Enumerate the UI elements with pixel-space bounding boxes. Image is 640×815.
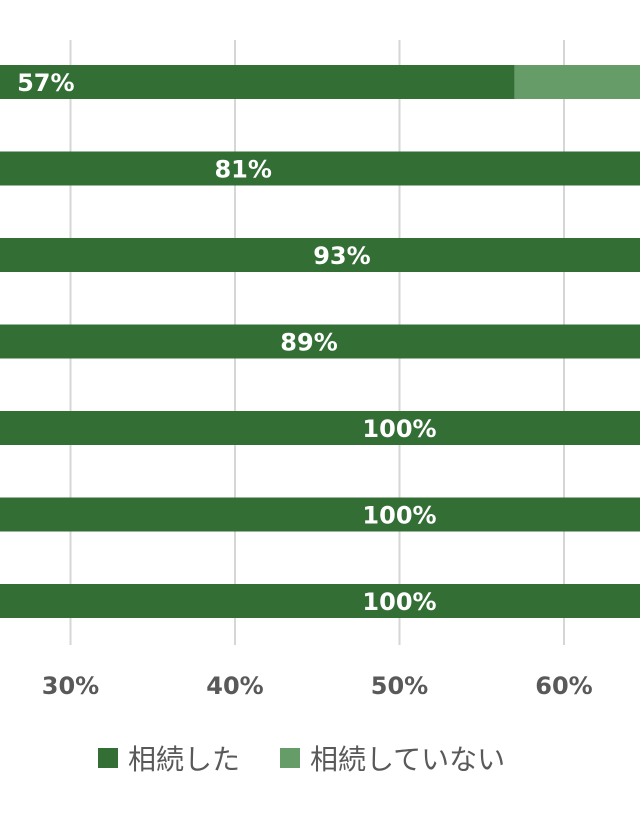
legend-swatch-not-inherited (280, 748, 301, 768)
legend: 相続した 相続していない (0, 738, 640, 778)
bar-inherited (0, 324, 640, 359)
bar-inherited (0, 411, 640, 445)
bar-chart: 57% 81% 93% 89% 100% 100% 100% 30% 40% 50% 60% (0, 40, 640, 700)
data-label: 100% (362, 588, 436, 616)
bar-inherited (0, 65, 515, 99)
data-label: 93% (313, 242, 370, 270)
legend-label-inherited: 相続した (128, 743, 241, 776)
bars (0, 65, 640, 618)
data-label: 89% (280, 329, 337, 357)
x-tick-label: 60% (535, 672, 592, 700)
data-labels: 57% 81% 93% 89% 100% 100% 100% (17, 69, 436, 616)
legend-label-not-inherited: 相続していない (310, 743, 506, 776)
legend-item-inherited: 相続した (98, 738, 240, 778)
data-label: 81% (214, 156, 271, 184)
bar-inherited (0, 497, 640, 532)
bar-inherited (0, 238, 640, 272)
legend-swatch-inherited (98, 748, 118, 768)
bar-inherited (0, 151, 640, 186)
legend-item-not-inherited: 相続していない (280, 738, 505, 778)
data-label: 57% (17, 69, 74, 97)
bar-not-inherited (514, 65, 640, 99)
data-label: 100% (362, 502, 436, 530)
bar-inherited (0, 584, 640, 618)
x-axis: 30% 40% 50% 60% (42, 672, 593, 700)
x-tick-label: 30% (42, 672, 99, 700)
x-tick-label: 50% (371, 672, 428, 700)
data-label: 100% (362, 415, 436, 443)
x-tick-label: 40% (206, 672, 263, 700)
